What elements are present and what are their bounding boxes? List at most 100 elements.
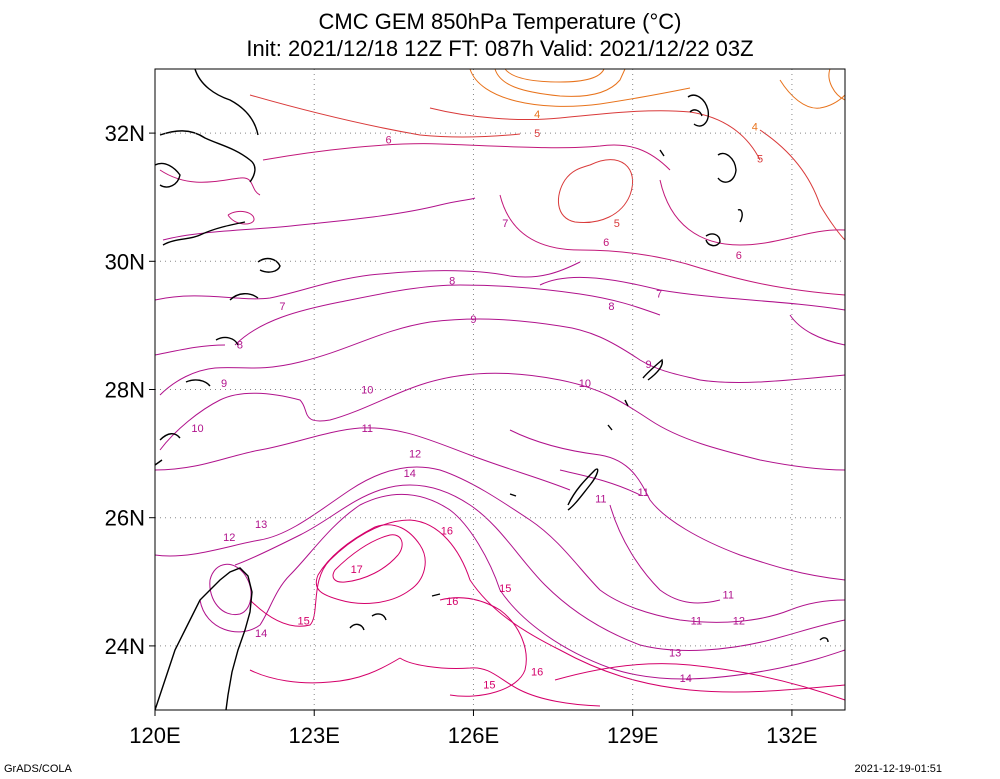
contour-label: 12: [223, 532, 235, 544]
contour-label: 14: [404, 468, 416, 480]
footer-timestamp: 2021-12-19-01:51: [854, 763, 942, 775]
coastline: [431, 593, 441, 597]
contour-label: 6: [603, 237, 609, 249]
contour-11: [609, 504, 721, 604]
contour-label: 8: [449, 276, 455, 288]
contour-label: 10: [361, 385, 373, 397]
contour-7: [154, 261, 581, 301]
contour-3: [504, 68, 605, 83]
contour-4: [779, 79, 846, 109]
y-tick-label: 24N: [105, 634, 145, 659]
contour-15: [249, 657, 401, 684]
y-tick-label: 28N: [105, 378, 145, 403]
contour-label: 7: [279, 301, 285, 313]
coastline: [509, 493, 517, 497]
contour-3: [494, 68, 626, 97]
y-tick-label: 26N: [105, 506, 145, 531]
coastline: [687, 94, 709, 127]
chart-title: CMC GEM 850hPa Temperature (°C): [318, 9, 682, 34]
contour-label: 15: [297, 615, 309, 627]
coastline: [705, 233, 721, 247]
contour-5: [429, 107, 761, 161]
coastline: [642, 358, 663, 381]
contour-11: [559, 469, 641, 496]
contour-lines: [154, 68, 846, 707]
coastline: [154, 567, 253, 711]
contour-5: [557, 159, 634, 224]
grid-lines: [155, 69, 845, 710]
contour-15: [399, 657, 601, 707]
coastline: [567, 468, 599, 511]
x-tick-label: 126E: [448, 723, 499, 748]
footer-source: GrADS/COLA: [4, 763, 72, 775]
contour-label: 13: [255, 519, 267, 531]
contour-label: 16: [441, 526, 453, 538]
x-tick-label: 123E: [289, 723, 340, 748]
coastline: [162, 221, 246, 246]
contour-6: [659, 179, 846, 246]
coastline: [607, 424, 613, 431]
contour-7: [162, 197, 476, 241]
contour-5: [249, 94, 521, 138]
contour-label: 7: [502, 218, 508, 230]
y-tick-label: 32N: [105, 121, 145, 146]
contour-label: 16: [531, 667, 543, 679]
coastline: [349, 623, 365, 631]
chart-subtitle: Init: 2021/12/18 12Z FT: 087h Valid: 202…: [246, 36, 754, 61]
contour-7: [539, 276, 846, 311]
contour-label: 6: [385, 135, 391, 147]
x-tick-label: 132E: [766, 723, 817, 748]
contour-9: [699, 374, 846, 384]
contour-label: 11: [691, 615, 702, 627]
coastline: [185, 379, 211, 387]
contour-11: [154, 427, 571, 491]
contour-label: 16: [446, 596, 458, 608]
contour-label: 14: [255, 628, 267, 640]
contour-8: [154, 344, 226, 356]
contour-11: [509, 429, 846, 581]
coastline: [371, 613, 387, 621]
contour-label: 5: [614, 218, 620, 230]
contour-label: 10: [579, 378, 591, 390]
contour-label: 12: [409, 449, 421, 461]
contour-label: 17: [351, 564, 363, 576]
coastline: [819, 637, 829, 643]
y-tick-label: 30N: [105, 249, 145, 274]
coastline: [624, 399, 629, 407]
contour-label: 8: [608, 301, 614, 313]
contour-5: [759, 129, 846, 241]
x-tick-label: 120E: [129, 723, 180, 748]
contour-label: 13: [669, 647, 681, 659]
contour-label: 5: [534, 128, 540, 140]
contour-15: [249, 519, 846, 693]
coastline: [215, 336, 239, 346]
contour-6: [262, 143, 671, 171]
axes: 120E 123E 126E 129E 132E 24N 26N 28N 30N 32N: [105, 121, 818, 748]
contour-label: 9: [221, 378, 227, 390]
contour-label: 11: [638, 487, 649, 499]
contour-12: [154, 466, 846, 623]
coastline: [659, 149, 665, 157]
contour-16: [315, 524, 426, 604]
contour-4: [469, 68, 691, 107]
contour-label: 12: [733, 615, 745, 627]
contour-8: [789, 314, 846, 346]
contour-label: 8: [237, 340, 243, 352]
coastline: [159, 433, 181, 441]
contour-label: 5: [757, 154, 763, 166]
contour-label: 14: [680, 673, 692, 685]
contour-label: 11: [362, 423, 373, 435]
coastline: [154, 459, 163, 466]
contour-label: 11: [723, 590, 734, 602]
contour-9: [159, 318, 701, 396]
contour-label: 10: [191, 423, 203, 435]
contour-label: 11: [595, 493, 606, 505]
contour-6: [227, 210, 255, 225]
contour-8: [234, 284, 661, 346]
contour-label: 15: [499, 583, 511, 595]
coastline: [154, 162, 181, 188]
contour-10: [159, 372, 846, 471]
contour-13: [234, 484, 846, 651]
coastlines: [154, 68, 829, 711]
